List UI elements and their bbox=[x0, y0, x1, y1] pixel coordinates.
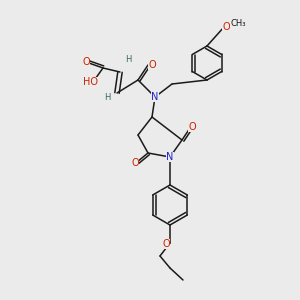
Text: H: H bbox=[104, 92, 110, 101]
Text: O: O bbox=[131, 158, 139, 168]
Text: O: O bbox=[162, 239, 170, 249]
Text: H: H bbox=[125, 56, 131, 64]
Text: HO: HO bbox=[83, 77, 98, 87]
Text: N: N bbox=[166, 152, 174, 162]
Text: N: N bbox=[151, 92, 159, 102]
Text: O: O bbox=[82, 57, 90, 67]
Text: O: O bbox=[222, 22, 230, 32]
Text: O: O bbox=[188, 122, 196, 132]
Text: CH₃: CH₃ bbox=[230, 20, 246, 28]
Text: O: O bbox=[148, 60, 156, 70]
